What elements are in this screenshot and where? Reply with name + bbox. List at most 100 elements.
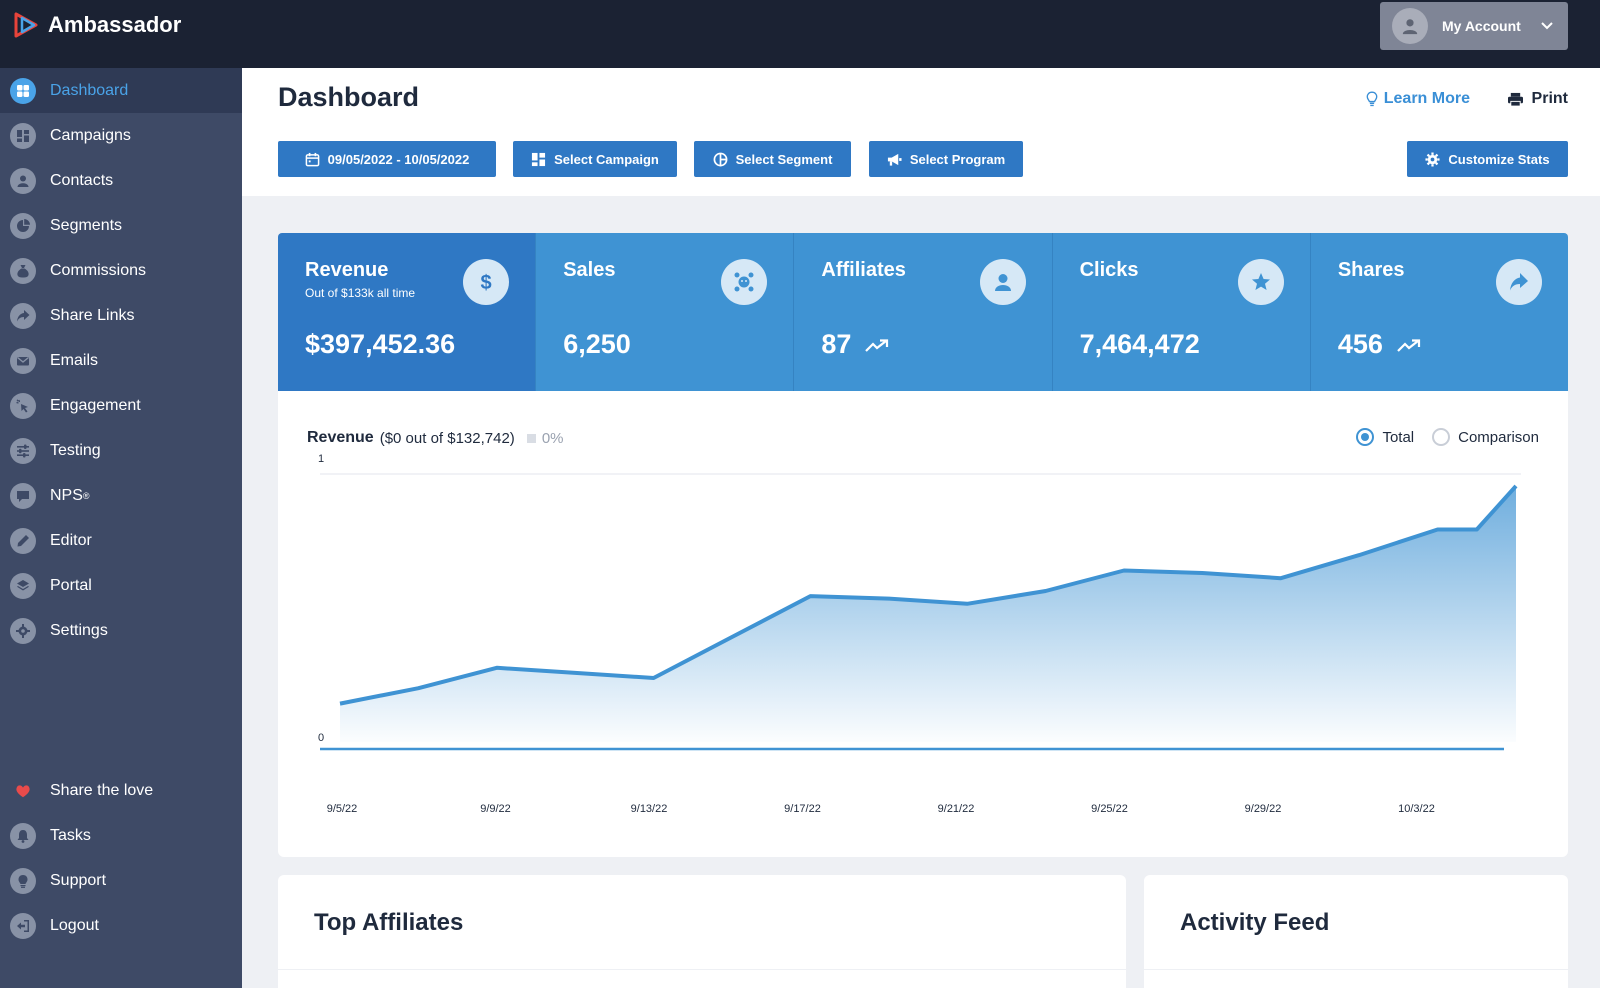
learn-more-link[interactable]: Learn More: [1366, 90, 1470, 108]
sidebar-item-label: Editor: [50, 531, 92, 549]
select-segment-button[interactable]: Select Segment: [694, 141, 851, 177]
sidebar-item-support[interactable]: Support: [0, 858, 242, 903]
stat-value: 6,250: [563, 329, 631, 360]
sidebar-item-tasks[interactable]: Tasks: [0, 813, 242, 858]
stat-sales[interactable]: Sales 6,250: [536, 233, 795, 391]
stat-clicks[interactable]: Clicks 7,464,472: [1052, 233, 1311, 391]
x-tick-label: 9/21/22: [938, 803, 975, 815]
sidebar-item-share-links[interactable]: Share Links: [0, 293, 242, 338]
total-radio-label: Total: [1382, 428, 1415, 446]
lightbulb-icon: [10, 867, 36, 894]
page-header: Dashboard Learn More Print 09/05/2022 - …: [242, 68, 1600, 196]
revenue-chart: 0 1 9/5/22 9/9/22 9/13/22 9/17/22 9/21/22 9/25/…: [318, 453, 1521, 815]
my-account-button[interactable]: My Account: [1380, 2, 1568, 50]
app-logo[interactable]: Ambassador: [14, 12, 181, 38]
sidebar-item-dashboard[interactable]: Dashboard: [0, 68, 242, 113]
sidebar-item-testing[interactable]: Testing: [0, 428, 242, 473]
sales-icon: [721, 259, 768, 305]
x-tick-label: 9/29/22: [1245, 803, 1282, 815]
sidebar-item-label: Settings: [50, 621, 108, 639]
stat-affiliates[interactable]: Affiliates 87: [794, 233, 1053, 391]
stat-label: Sales: [563, 259, 616, 281]
total-radio-dot[interactable]: [1356, 428, 1375, 446]
share-arrow-icon: [1496, 259, 1543, 305]
segments-icon: [10, 212, 36, 239]
contacts-icon: [10, 167, 36, 194]
stat-value-text: 6,250: [563, 329, 631, 359]
date-range-button[interactable]: 09/05/2022 - 10/05/2022: [278, 141, 496, 177]
stat-revenue[interactable]: Revenue Out of $133k all time $397,452.36 $: [278, 233, 537, 400]
sidebar-item-label: Share Links: [50, 306, 135, 324]
stat-value: 87: [821, 329, 889, 360]
sidebar-item-label: Testing: [50, 441, 101, 459]
card-divider: [1144, 969, 1568, 970]
stat-value: 456: [1338, 329, 1421, 360]
select-campaign-label: Select Campaign: [554, 151, 659, 167]
x-tick-label: 9/13/22: [631, 803, 668, 815]
stat-label: Clicks: [1079, 259, 1139, 281]
sidebar-item-settings[interactable]: Settings: [0, 608, 242, 653]
sidebar-item-emails[interactable]: Emails: [0, 338, 242, 383]
stat-value: 7,464,472: [1080, 329, 1200, 360]
learn-more-label: Learn More: [1383, 90, 1470, 107]
sidebar-item-nps[interactable]: NPS ®: [0, 473, 242, 518]
stat-value: $397,452.36: [305, 329, 455, 360]
print-label: Print: [1531, 90, 1568, 107]
layers-icon: [10, 572, 36, 599]
stat-shares[interactable]: Shares 456: [1310, 233, 1569, 391]
sidebar-item-share-the-love[interactable]: Share the love: [0, 768, 242, 813]
sidebar-item-engagement[interactable]: Engagement: [0, 383, 242, 428]
chart-series-line: [339, 484, 1518, 706]
sidebar-item-label: Logout: [50, 916, 99, 934]
sidebar-item-label: Engagement: [50, 396, 141, 414]
comparison-radio[interactable]: Comparison: [1432, 428, 1539, 446]
sidebar-item-segments[interactable]: Segments: [0, 203, 242, 248]
dollar-icon: $: [463, 259, 510, 305]
comparison-radio-label: Comparison: [1458, 428, 1539, 446]
sidebar-item-campaigns[interactable]: Campaigns: [0, 113, 242, 158]
sidebar-item-contacts[interactable]: Contacts: [0, 158, 242, 203]
card-divider: [278, 969, 1126, 970]
percent-value: 0%: [541, 429, 564, 447]
heart-icon: [10, 778, 36, 804]
stat-label: Affiliates: [821, 259, 906, 281]
sliders-icon: [10, 437, 36, 464]
sidebar-item-label: Contacts: [50, 171, 114, 189]
x-tick-label: 9/5/22: [327, 803, 358, 815]
percent-swatch: [526, 433, 536, 443]
select-program-button[interactable]: Select Program: [869, 141, 1023, 177]
chart-title: Revenue: [307, 429, 374, 446]
sidebar-item-label: NPS: [50, 486, 83, 504]
stat-label: Revenue: [305, 259, 389, 281]
svg-text:$: $: [481, 272, 492, 293]
customize-stats-button[interactable]: Customize Stats: [1407, 141, 1568, 177]
account-label: My Account: [1442, 18, 1521, 34]
sidebar-item-editor[interactable]: Editor: [0, 518, 242, 563]
select-campaign-button[interactable]: Select Campaign: [513, 141, 677, 177]
sidebar-item-commissions[interactable]: Commissions: [0, 248, 242, 293]
customize-stats-label: Customize Stats: [1448, 151, 1550, 167]
stat-sublabel: Out of $133k all time: [305, 286, 416, 300]
calendar-icon: [305, 152, 319, 166]
y-tick-label: 1: [318, 453, 324, 465]
print-button[interactable]: Print: [1507, 90, 1568, 108]
printer-icon: [1507, 92, 1523, 107]
campaign-icon: [532, 152, 546, 166]
sidebar-item-label: Commissions: [50, 261, 147, 279]
x-tick-label: 9/9/22: [480, 803, 511, 815]
comparison-radio-dot[interactable]: [1432, 428, 1451, 446]
lightbulb-icon: [1366, 91, 1378, 107]
campaigns-icon: [10, 122, 36, 149]
chart-area-fill: [340, 486, 1516, 742]
money-bag-icon: [10, 257, 36, 284]
sidebar-item-logout[interactable]: Logout: [0, 903, 242, 948]
sidebar-item-portal[interactable]: Portal: [0, 563, 242, 608]
share-icon: [10, 302, 36, 329]
envelope-icon: [10, 347, 36, 374]
sidebar-item-label: Emails: [50, 351, 99, 369]
logo-icon: [14, 12, 38, 38]
total-radio[interactable]: Total: [1356, 428, 1414, 446]
top-affiliates-card: Top Affiliates: [278, 875, 1126, 988]
trend-up-icon: [1397, 329, 1421, 360]
date-range-label: 09/05/2022 - 10/05/2022: [327, 151, 470, 167]
